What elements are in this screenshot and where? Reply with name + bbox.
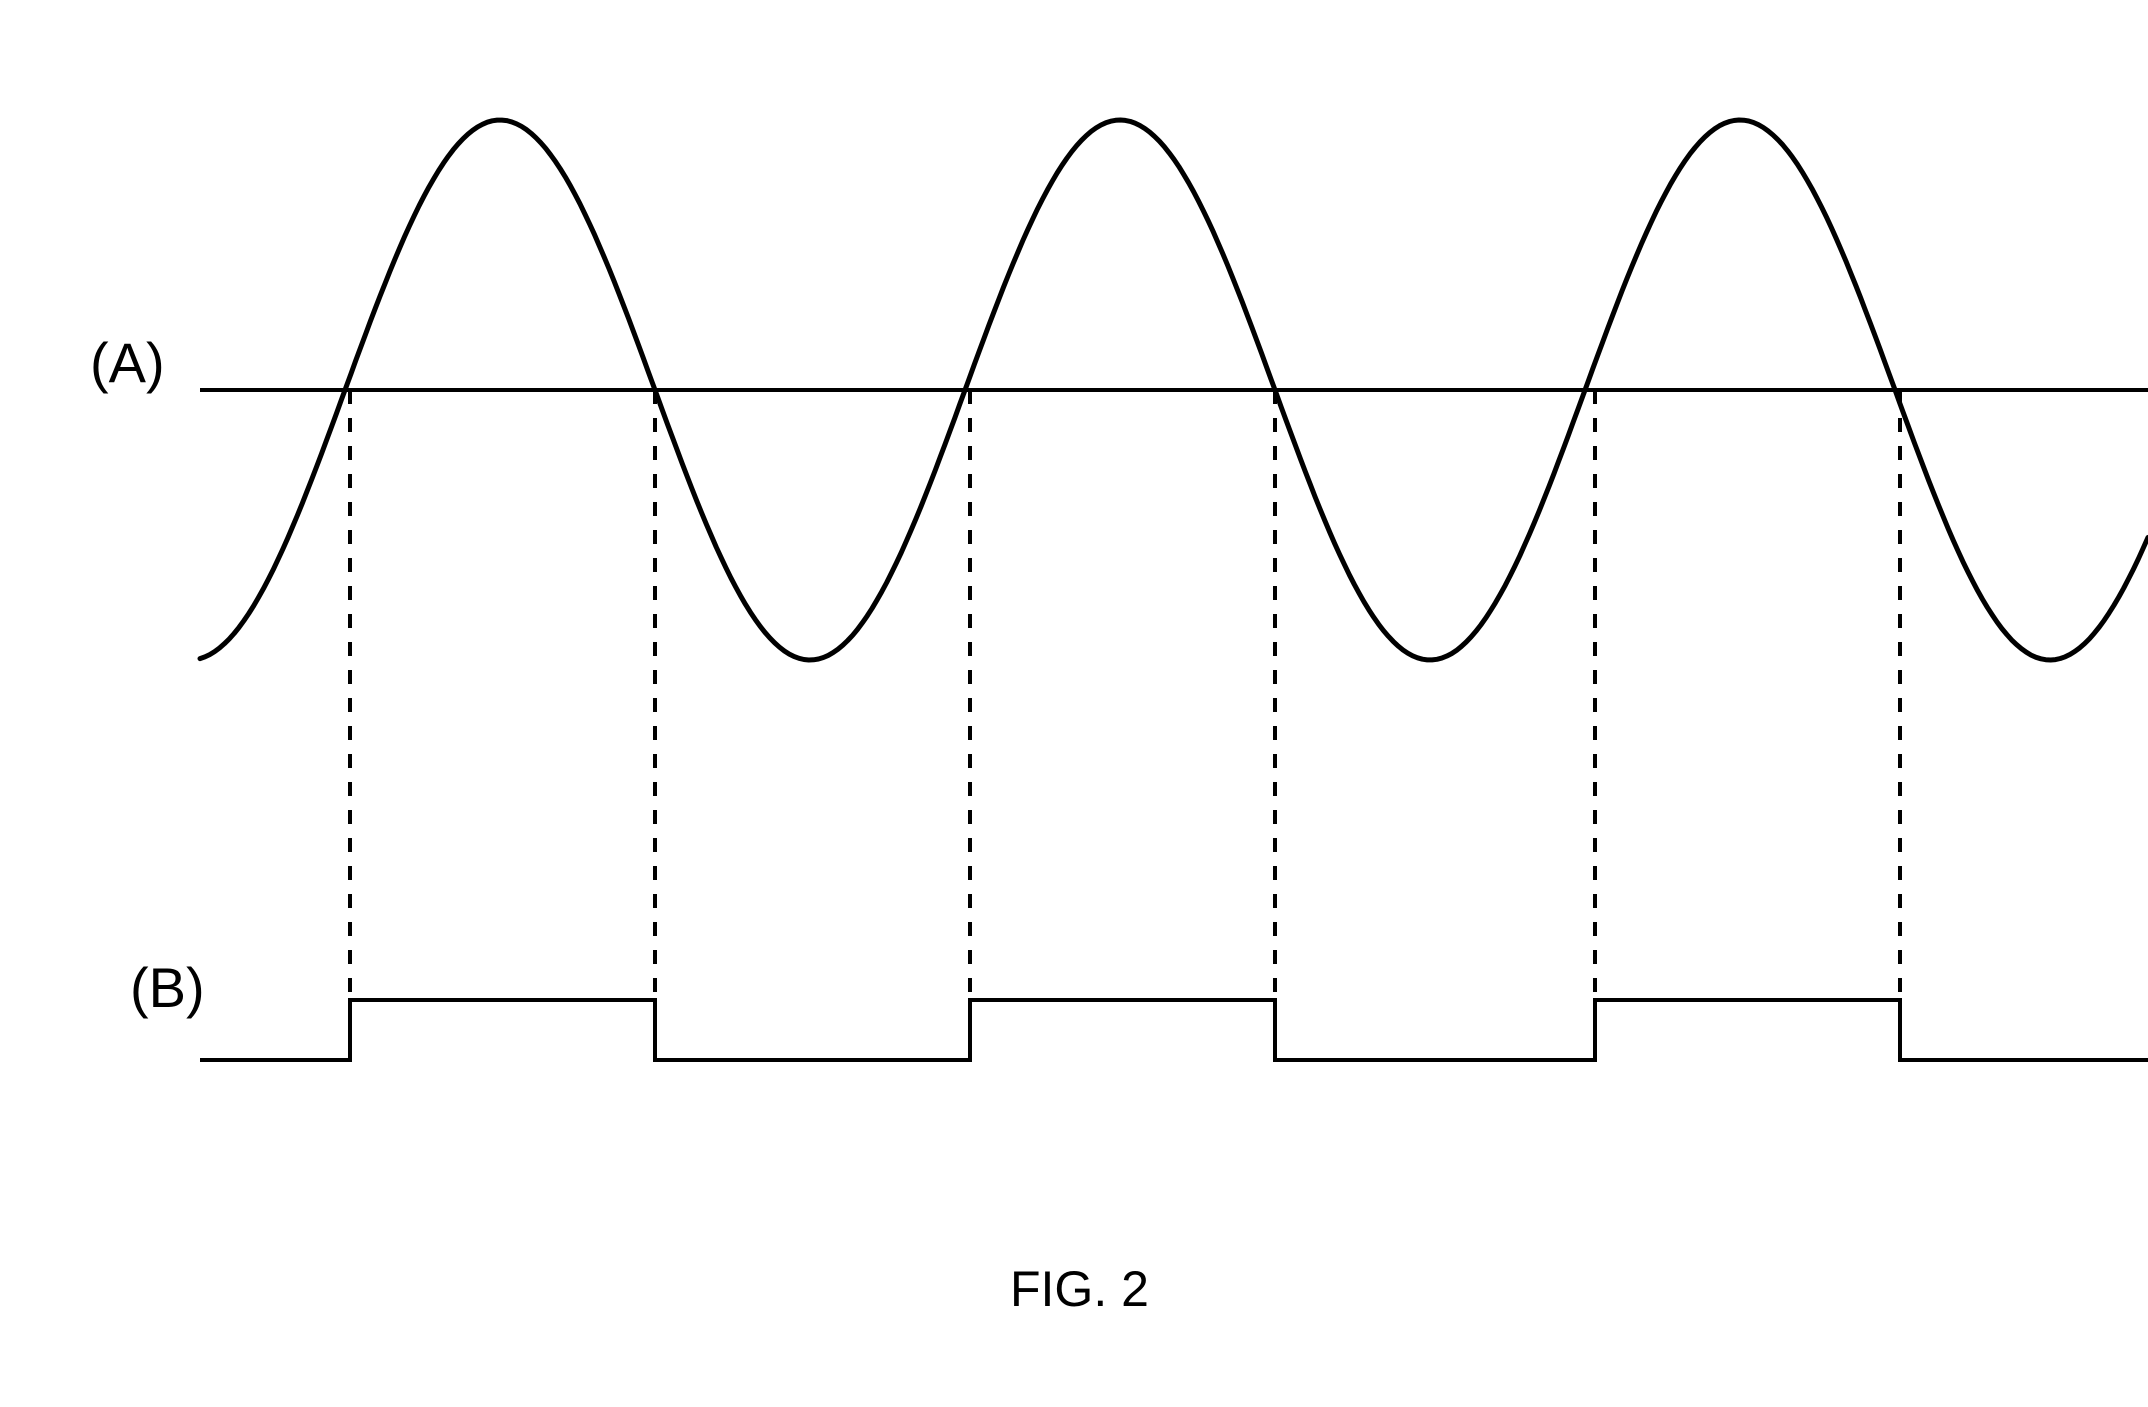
figure-caption: FIG. 2 [1010,1260,1149,1318]
figure-svg [0,0,2148,1407]
figure-wrap: (A) (B) FIG. 2 [0,0,2148,1407]
label-b: (B) [130,955,205,1020]
label-a: (A) [90,330,165,395]
pulse-train [200,1000,2148,1060]
